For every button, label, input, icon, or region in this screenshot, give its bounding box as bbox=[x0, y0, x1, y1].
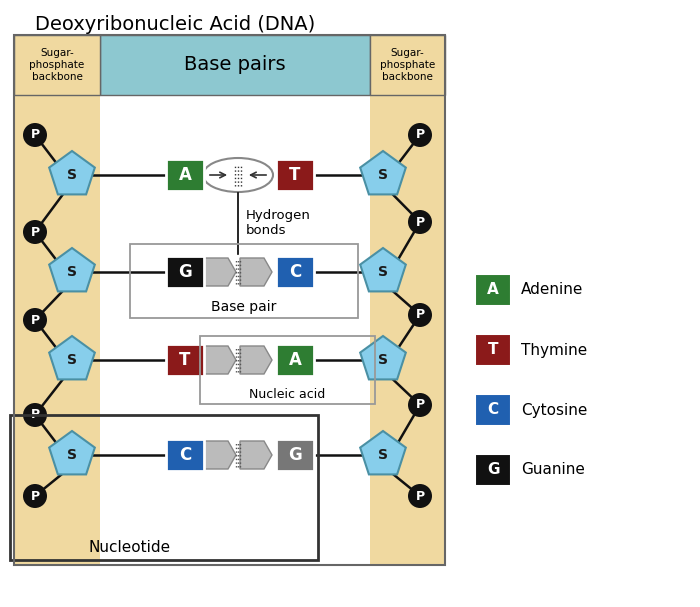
Polygon shape bbox=[360, 431, 406, 475]
Polygon shape bbox=[49, 431, 94, 475]
Text: Sugar-
phosphate
backbone: Sugar- phosphate backbone bbox=[29, 49, 85, 81]
Text: G: G bbox=[288, 446, 302, 464]
Circle shape bbox=[23, 484, 47, 508]
FancyBboxPatch shape bbox=[475, 394, 511, 426]
FancyBboxPatch shape bbox=[166, 344, 204, 376]
Circle shape bbox=[23, 220, 47, 244]
FancyBboxPatch shape bbox=[475, 454, 511, 486]
Text: S: S bbox=[378, 448, 388, 462]
Text: A: A bbox=[178, 166, 191, 184]
Text: Deoxyribonucleic Acid (DNA): Deoxyribonucleic Acid (DNA) bbox=[35, 15, 315, 34]
Polygon shape bbox=[49, 336, 94, 379]
Text: T: T bbox=[488, 342, 498, 358]
Text: S: S bbox=[378, 353, 388, 367]
Bar bbox=[130, 244, 358, 318]
Bar bbox=[14, 35, 100, 565]
Ellipse shape bbox=[203, 158, 273, 192]
Text: P: P bbox=[415, 308, 425, 322]
Text: P: P bbox=[415, 215, 425, 228]
Text: C: C bbox=[289, 263, 301, 281]
Polygon shape bbox=[240, 258, 272, 286]
Bar bbox=[14, 35, 100, 95]
Text: Sugar-
phosphate
backbone: Sugar- phosphate backbone bbox=[380, 49, 435, 81]
Text: P: P bbox=[30, 409, 40, 421]
FancyBboxPatch shape bbox=[475, 334, 511, 366]
Circle shape bbox=[23, 308, 47, 332]
Circle shape bbox=[408, 123, 432, 147]
Polygon shape bbox=[240, 441, 272, 469]
Circle shape bbox=[408, 484, 432, 508]
Text: A: A bbox=[288, 351, 302, 369]
Text: P: P bbox=[30, 129, 40, 141]
Text: S: S bbox=[67, 168, 77, 182]
Polygon shape bbox=[49, 248, 94, 291]
Circle shape bbox=[408, 210, 432, 234]
Text: P: P bbox=[415, 489, 425, 503]
Bar bbox=[200, 336, 375, 404]
Text: Base pair: Base pair bbox=[211, 300, 276, 314]
Text: Nucleic acid: Nucleic acid bbox=[249, 388, 326, 401]
Text: Nucleotide: Nucleotide bbox=[89, 540, 171, 555]
Text: S: S bbox=[378, 168, 388, 182]
Polygon shape bbox=[360, 151, 406, 194]
FancyBboxPatch shape bbox=[166, 439, 204, 471]
Text: S: S bbox=[67, 265, 77, 279]
Text: G: G bbox=[486, 463, 499, 478]
Polygon shape bbox=[49, 151, 94, 194]
Bar bbox=[10, 415, 318, 560]
Text: Thymine: Thymine bbox=[521, 342, 587, 358]
Polygon shape bbox=[360, 248, 406, 291]
Text: S: S bbox=[67, 448, 77, 462]
Text: Guanine: Guanine bbox=[521, 463, 585, 478]
FancyBboxPatch shape bbox=[276, 256, 314, 288]
Text: C: C bbox=[487, 402, 498, 418]
Text: S: S bbox=[67, 353, 77, 367]
Text: A: A bbox=[487, 282, 499, 297]
Text: Adenine: Adenine bbox=[521, 282, 583, 297]
Text: Base pairs: Base pairs bbox=[184, 55, 286, 75]
FancyBboxPatch shape bbox=[475, 274, 511, 306]
FancyBboxPatch shape bbox=[276, 344, 314, 376]
Text: P: P bbox=[30, 313, 40, 327]
Circle shape bbox=[408, 303, 432, 327]
Circle shape bbox=[408, 393, 432, 417]
Text: P: P bbox=[415, 129, 425, 141]
FancyBboxPatch shape bbox=[276, 159, 314, 191]
Polygon shape bbox=[360, 336, 406, 379]
Text: P: P bbox=[415, 399, 425, 412]
Text: Cytosine: Cytosine bbox=[521, 402, 587, 418]
Text: T: T bbox=[289, 166, 301, 184]
Text: Hydrogen
bonds: Hydrogen bonds bbox=[246, 209, 311, 237]
Bar bbox=[370, 35, 445, 565]
FancyBboxPatch shape bbox=[166, 159, 204, 191]
Polygon shape bbox=[204, 441, 236, 469]
FancyBboxPatch shape bbox=[166, 256, 204, 288]
Circle shape bbox=[23, 123, 47, 147]
Polygon shape bbox=[240, 346, 272, 374]
Circle shape bbox=[23, 403, 47, 427]
FancyBboxPatch shape bbox=[276, 439, 314, 471]
Text: C: C bbox=[179, 446, 191, 464]
Bar bbox=[370, 35, 445, 95]
Text: P: P bbox=[30, 489, 40, 503]
Text: G: G bbox=[178, 263, 192, 281]
Polygon shape bbox=[204, 346, 236, 374]
Bar bbox=[14, 35, 445, 565]
Text: T: T bbox=[179, 351, 190, 369]
Bar bbox=[100, 35, 370, 95]
Polygon shape bbox=[204, 258, 236, 286]
Text: P: P bbox=[30, 225, 40, 239]
Text: S: S bbox=[378, 265, 388, 279]
